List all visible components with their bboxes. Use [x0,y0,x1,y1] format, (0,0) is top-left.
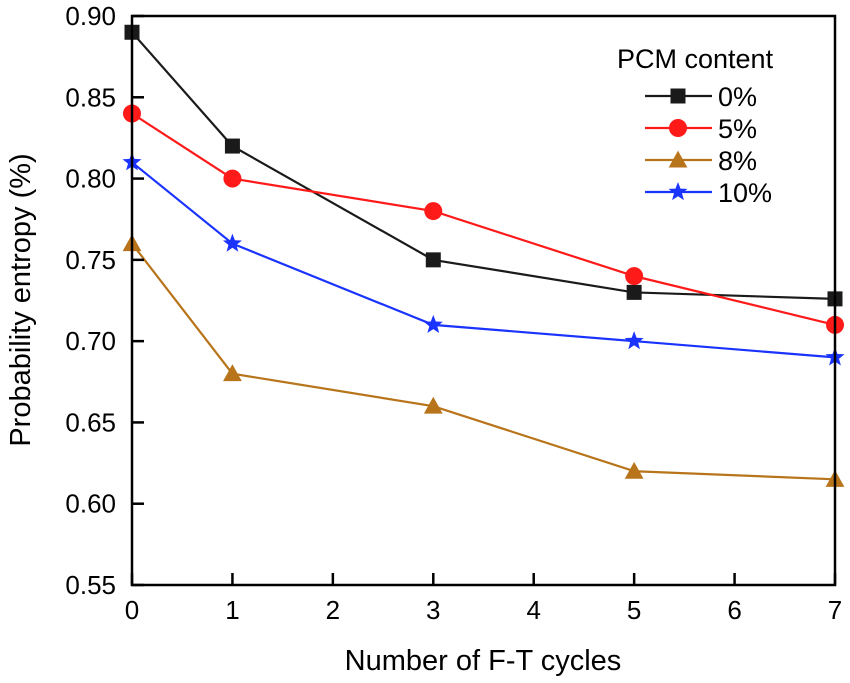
x-tick-label: 1 [225,595,239,625]
legend-entry: 10% [645,178,772,208]
legend-label: 0% [718,82,757,112]
data-point-circle [625,267,644,286]
data-point-triangle [423,396,443,414]
legend-label: 8% [718,146,757,176]
x-tick-label: 5 [627,595,641,625]
plot-frame [130,14,837,587]
data-point-square [626,284,642,300]
legend-entry: 5% [645,114,757,144]
x-tick-label: 3 [426,595,440,625]
legend-entry: 8% [645,146,757,176]
x-tick-label: 4 [526,595,540,625]
legend-entry: 0% [645,82,757,112]
data-point-circle [223,169,242,188]
data-point-triangle [223,364,242,382]
y-axis-title: Probability entropy (%) [5,153,37,446]
x-axis: 0 1 2 3 4 5 6 7 [125,573,842,625]
data-point-triangle [624,461,644,479]
legend-marker-square [670,88,686,104]
data-point-star [222,233,242,252]
y-tick-label: 0.55 [65,570,116,600]
y-tick-label: 0.75 [65,245,116,275]
legend-title: PCM content [617,44,774,74]
series-line [131,242,836,481]
x-axis-title: Number of F-T cycles [345,645,622,677]
legend: PCM content 0%5%8%10% [617,44,774,208]
legend-label: 5% [718,114,757,144]
y-tick-label: 0.65 [65,407,116,437]
y-tick-label: 0.70 [65,326,116,356]
y-axis: 0.55 0.60 0.65 0.70 0.75 0.80 0.85 0.90 [65,1,144,600]
y-tick-label: 0.85 [65,82,116,112]
series-layer [122,24,845,487]
x-tick-label: 7 [828,595,842,625]
data-point-square [425,252,441,268]
y-tick-label: 0.60 [65,489,116,519]
data-point-circle [424,202,443,221]
legend-marker-star [668,182,688,201]
legend-label: 10% [718,178,772,208]
x-tick-label: 2 [326,595,340,625]
x-tick-label: 6 [727,595,741,625]
data-point-star [624,331,644,350]
series-8pct [122,234,845,487]
x-tick-label: 0 [125,595,139,625]
data-point-star [423,314,443,333]
data-point-square [224,138,240,154]
legend-marker-circle [669,119,687,137]
legend-marker-triangle [668,150,688,168]
y-tick-label: 0.90 [65,1,116,31]
series-5pct [123,104,844,334]
y-tick-label: 0.80 [65,164,116,194]
